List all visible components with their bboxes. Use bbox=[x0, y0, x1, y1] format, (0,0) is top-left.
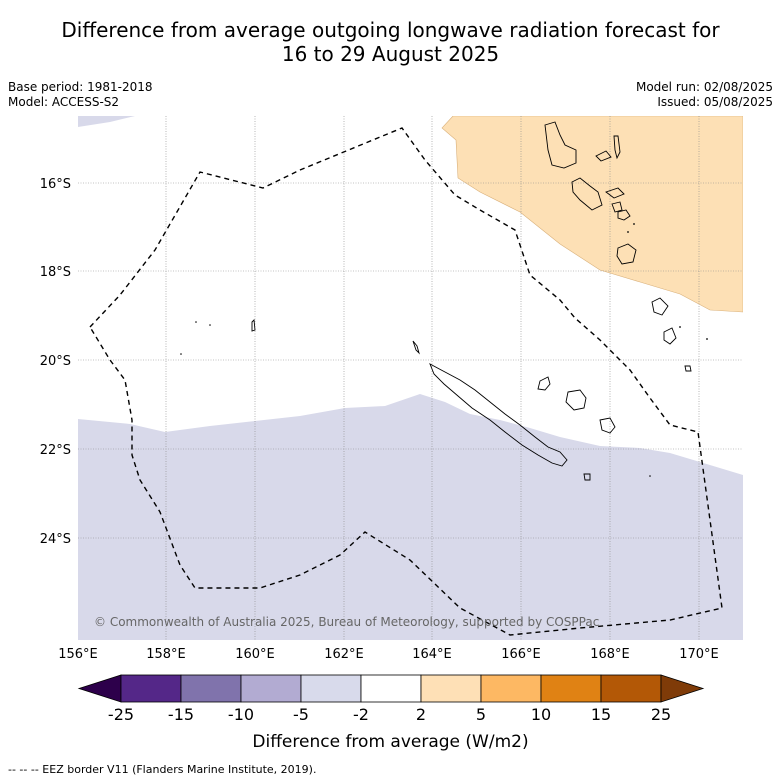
colorbar-swatch bbox=[120, 674, 182, 703]
lat-tick-label: 18°S bbox=[40, 265, 71, 280]
ambae-island bbox=[595, 150, 612, 162]
epi-island bbox=[611, 201, 623, 213]
lat-tick-label: 24°S bbox=[40, 532, 71, 547]
reef-dot bbox=[209, 324, 211, 326]
islet-dot bbox=[706, 338, 708, 340]
lon-tick-label: 168°E bbox=[590, 647, 630, 662]
colorbar-tick-label: -2 bbox=[353, 705, 369, 724]
colorbar-swatch bbox=[540, 674, 602, 703]
longitude-axis: 156°E 158°E 160°E 162°E 164°E 166°E 168°… bbox=[58, 647, 719, 662]
islet-dot bbox=[679, 326, 681, 328]
latitude-axis: 16°S 18°S 20°S 22°S 24°S bbox=[40, 177, 71, 547]
isle-of-pines bbox=[583, 473, 591, 481]
matthew-island bbox=[684, 365, 692, 372]
colorbar-tick-label: 10 bbox=[531, 705, 551, 724]
meta-left: Base period: 1981-2018 Model: ACCESS-S2 bbox=[8, 80, 153, 110]
vanuatu-southern-island bbox=[663, 327, 677, 345]
erromango-island bbox=[616, 243, 637, 265]
islet-dot bbox=[633, 223, 635, 225]
colorbar-tick-label: 5 bbox=[476, 705, 486, 724]
eez-footnote: -- -- -- EEZ border V11 (Flanders Marine… bbox=[8, 763, 317, 776]
mare-island bbox=[599, 417, 616, 434]
colorbar-swatch bbox=[600, 674, 662, 703]
title-line-2: 16 to 29 August 2025 bbox=[281, 42, 500, 66]
colorbar-extend-low bbox=[77, 674, 122, 703]
reef-dot bbox=[649, 475, 651, 477]
colorbar-tick-label: -10 bbox=[228, 705, 254, 724]
colorbar-label: Difference from average (W/m2) bbox=[252, 732, 529, 752]
negative-anomaly-region bbox=[78, 394, 743, 640]
lifou-island bbox=[565, 389, 587, 411]
malekula-island bbox=[571, 177, 603, 211]
gridlines bbox=[78, 116, 743, 640]
lat-tick-label: 22°S bbox=[40, 443, 71, 458]
colorbar-tick-label: -25 bbox=[108, 705, 134, 724]
colorbar-extend-high bbox=[660, 674, 705, 703]
efate-island bbox=[617, 209, 631, 221]
ambrym-island bbox=[605, 187, 625, 199]
colorbar-tick-label: 2 bbox=[416, 705, 426, 724]
map-plot-area: © Commonwealth of Australia 2025, Bureau… bbox=[78, 116, 743, 640]
colorbar-swatch bbox=[240, 674, 302, 703]
base-period-text: Base period: 1981-2018 bbox=[8, 80, 153, 94]
colorbar-tick-label: 15 bbox=[591, 705, 611, 724]
model-text: Model: ACCESS-S2 bbox=[8, 95, 120, 109]
colorbar: -25 -15 -10 -5 -2 2 5 10 15 25 bbox=[77, 674, 705, 724]
colorbar-tick-label: -5 bbox=[293, 705, 309, 724]
lat-tick-label: 16°S bbox=[40, 177, 71, 192]
lon-tick-label: 164°E bbox=[412, 647, 452, 662]
maewo-island bbox=[613, 135, 621, 160]
aneityum-island bbox=[651, 297, 669, 316]
espiritu-santo-island bbox=[544, 121, 577, 169]
colorbar-swatch bbox=[180, 674, 242, 703]
colorbar-swatch bbox=[420, 674, 482, 703]
lon-tick-label: 158°E bbox=[146, 647, 186, 662]
new-caledonia-island bbox=[429, 363, 568, 467]
ouvea-island bbox=[537, 376, 551, 391]
colorbar-swatch bbox=[360, 674, 422, 703]
islet-dot bbox=[627, 231, 629, 233]
lon-tick-label: 160°E bbox=[235, 647, 275, 662]
chesterfield-islet bbox=[251, 319, 256, 332]
colorbar-tick-label: 25 bbox=[651, 705, 671, 724]
lon-tick-label: 156°E bbox=[58, 647, 98, 662]
reef-dot bbox=[195, 321, 197, 323]
lat-tick-label: 20°S bbox=[40, 354, 71, 369]
meta-right: Model run: 02/08/2025 Issued: 05/08/2025 bbox=[636, 80, 773, 110]
northern-islet bbox=[412, 340, 420, 355]
lon-tick-label: 162°E bbox=[324, 647, 364, 662]
issued-text: Issued: 05/08/2025 bbox=[657, 95, 773, 109]
lon-tick-label: 170°E bbox=[679, 647, 719, 662]
model-run-text: Model run: 02/08/2025 bbox=[635, 80, 773, 94]
colorbar-swatch bbox=[480, 674, 542, 703]
map-title: Difference from average outgoing longwav… bbox=[0, 18, 781, 66]
negative-anomaly-patch bbox=[78, 116, 135, 127]
positive-anomaly-region bbox=[441, 116, 743, 313]
reef-dot bbox=[180, 353, 182, 355]
lon-tick-label: 166°E bbox=[501, 647, 541, 662]
title-line-1: Difference from average outgoing longwav… bbox=[61, 18, 720, 42]
colorbar-tick-label: -15 bbox=[168, 705, 194, 724]
colorbar-swatch bbox=[300, 674, 362, 703]
eez-border bbox=[89, 127, 723, 636]
copyright-watermark: © Commonwealth of Australia 2025, Bureau… bbox=[94, 615, 599, 629]
